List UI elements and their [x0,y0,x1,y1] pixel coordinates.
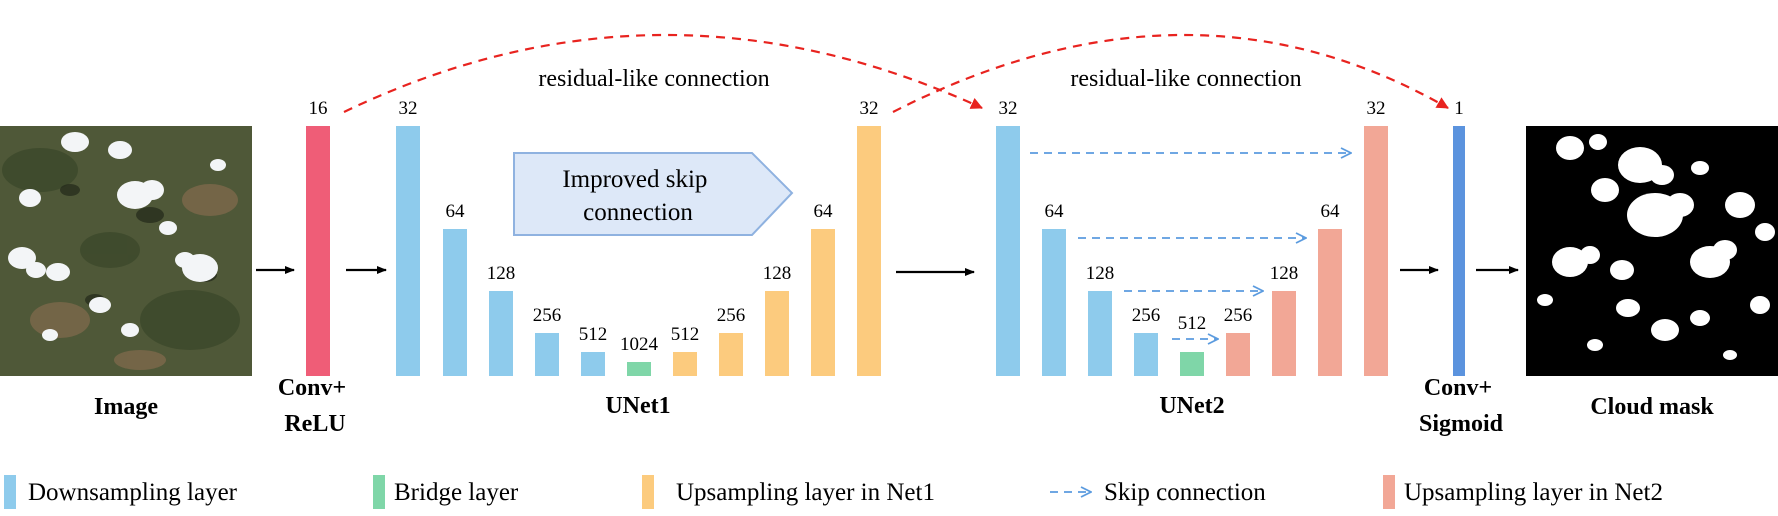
unet2-channel-label: 32 [999,98,1018,119]
input-image-label: Image [94,394,158,420]
conv-relu-layer [306,126,330,376]
legend-label-bridge: Bridge layer [394,479,519,506]
input-satellite-image [0,126,252,376]
unet1-down-256 [535,333,559,376]
unet2-channel-label: 256 [1132,305,1161,326]
conv-relu-label-line2: ReLU [284,411,345,437]
improved-skip-connection-callout: Improved skip connection [513,152,794,236]
unet2-down-256 [1134,333,1158,376]
unet1-label: UNet1 [605,393,670,419]
unet2-channel-label: 256 [1224,305,1253,326]
unet2-block: 32 64 128 256 512 256 128 64 32 [996,98,1388,376]
legend-label-skip: Skip connection [1104,479,1266,506]
unet1-down-128 [489,291,513,376]
improved-skip-label-line1: Improved skip [562,166,707,193]
unet1-channel-label: 128 [487,263,516,284]
unet1-channel-label: 256 [533,305,562,326]
unet1-channel-label: 128 [763,263,792,284]
legend-swatch-bridge [373,475,385,509]
residual-label-2: residual-like connection [1070,66,1301,92]
improved-skip-label-line2: connection [583,199,693,226]
conv-sigmoid-layer [1453,126,1465,376]
legend: Downsampling layer Bridge layer Upsampli… [4,475,1663,509]
conv-sigmoid-label-line1: Conv+ [1424,375,1492,401]
unet1-up-128 [765,291,789,376]
unet1-channel-label: 64 [446,201,466,222]
legend-label-downsampling: Downsampling layer [28,479,238,506]
legend-swatch-downsampling [4,475,16,509]
unet2-bridge-512 [1180,352,1204,376]
unet1-channel-label: 256 [717,305,746,326]
unet1-up-512 [673,352,697,376]
unet2-up-256 [1226,333,1250,376]
unet2-up-64 [1318,229,1342,376]
unet1-channel-label: 512 [579,324,608,345]
output-cloud-mask-image [1526,126,1778,376]
unet2-down-128 [1088,291,1112,376]
unet2-up-32 [1364,126,1388,376]
unet2-channel-label: 32 [1367,98,1386,119]
improved-skip-label: Improved skip connection [562,166,713,226]
main-flow-arrows [256,266,1519,276]
unet2-label: UNet2 [1159,393,1224,419]
unet2-down-64 [1042,229,1066,376]
unet1-up-32 [857,126,881,376]
conv-sigmoid-label: Conv+ Sigmoid [1419,375,1504,437]
unet2-channel-label: 128 [1270,263,1299,284]
unet1-bridge-1024 [627,362,651,376]
conv-relu-label-line1: Conv+ [278,375,346,401]
conv-sigmoid-label-line2: Sigmoid [1419,411,1504,437]
unet1-channel-label: 512 [671,324,700,345]
unet2-channel-label: 128 [1086,263,1115,284]
unet1-channel-label: 1024 [620,334,659,355]
conv-sigmoid-channels: 1 [1454,98,1464,119]
unet1-channel-label: 64 [814,201,834,222]
legend-swatch-upsampling-net2 [1383,475,1395,509]
unet1-channel-label: 32 [399,98,418,119]
unet1-down-64 [443,229,467,376]
unet1-up-256 [719,333,743,376]
unet2-channel-label: 64 [1321,201,1341,222]
output-image-label: Cloud mask [1590,394,1714,420]
unet1-down-512 [581,352,605,376]
unet2-down-32 [996,126,1020,376]
unet1-down-32 [396,126,420,376]
conv-relu-channels: 16 [309,98,328,119]
unet1-channel-label: 32 [860,98,879,119]
unet1-up-64 [811,229,835,376]
unet2-channel-label: 64 [1045,201,1065,222]
legend-swatch-upsampling-net1 [642,475,654,509]
residual-connections [343,33,1449,113]
unet2-skip-connections [1030,153,1350,339]
unet1-block: 32 64 128 256 512 1024 512 256 128 64 32 [396,98,881,376]
conv-relu-label: Conv+ ReLU [278,375,352,437]
residual-label-1: residual-like connection [538,66,769,92]
unet2-channel-label: 512 [1178,313,1207,334]
legend-label-upsampling-net1: Upsampling layer in Net1 [676,479,935,506]
unet2-up-128 [1272,291,1296,376]
legend-label-upsampling-net2: Upsampling layer in Net2 [1404,479,1663,506]
